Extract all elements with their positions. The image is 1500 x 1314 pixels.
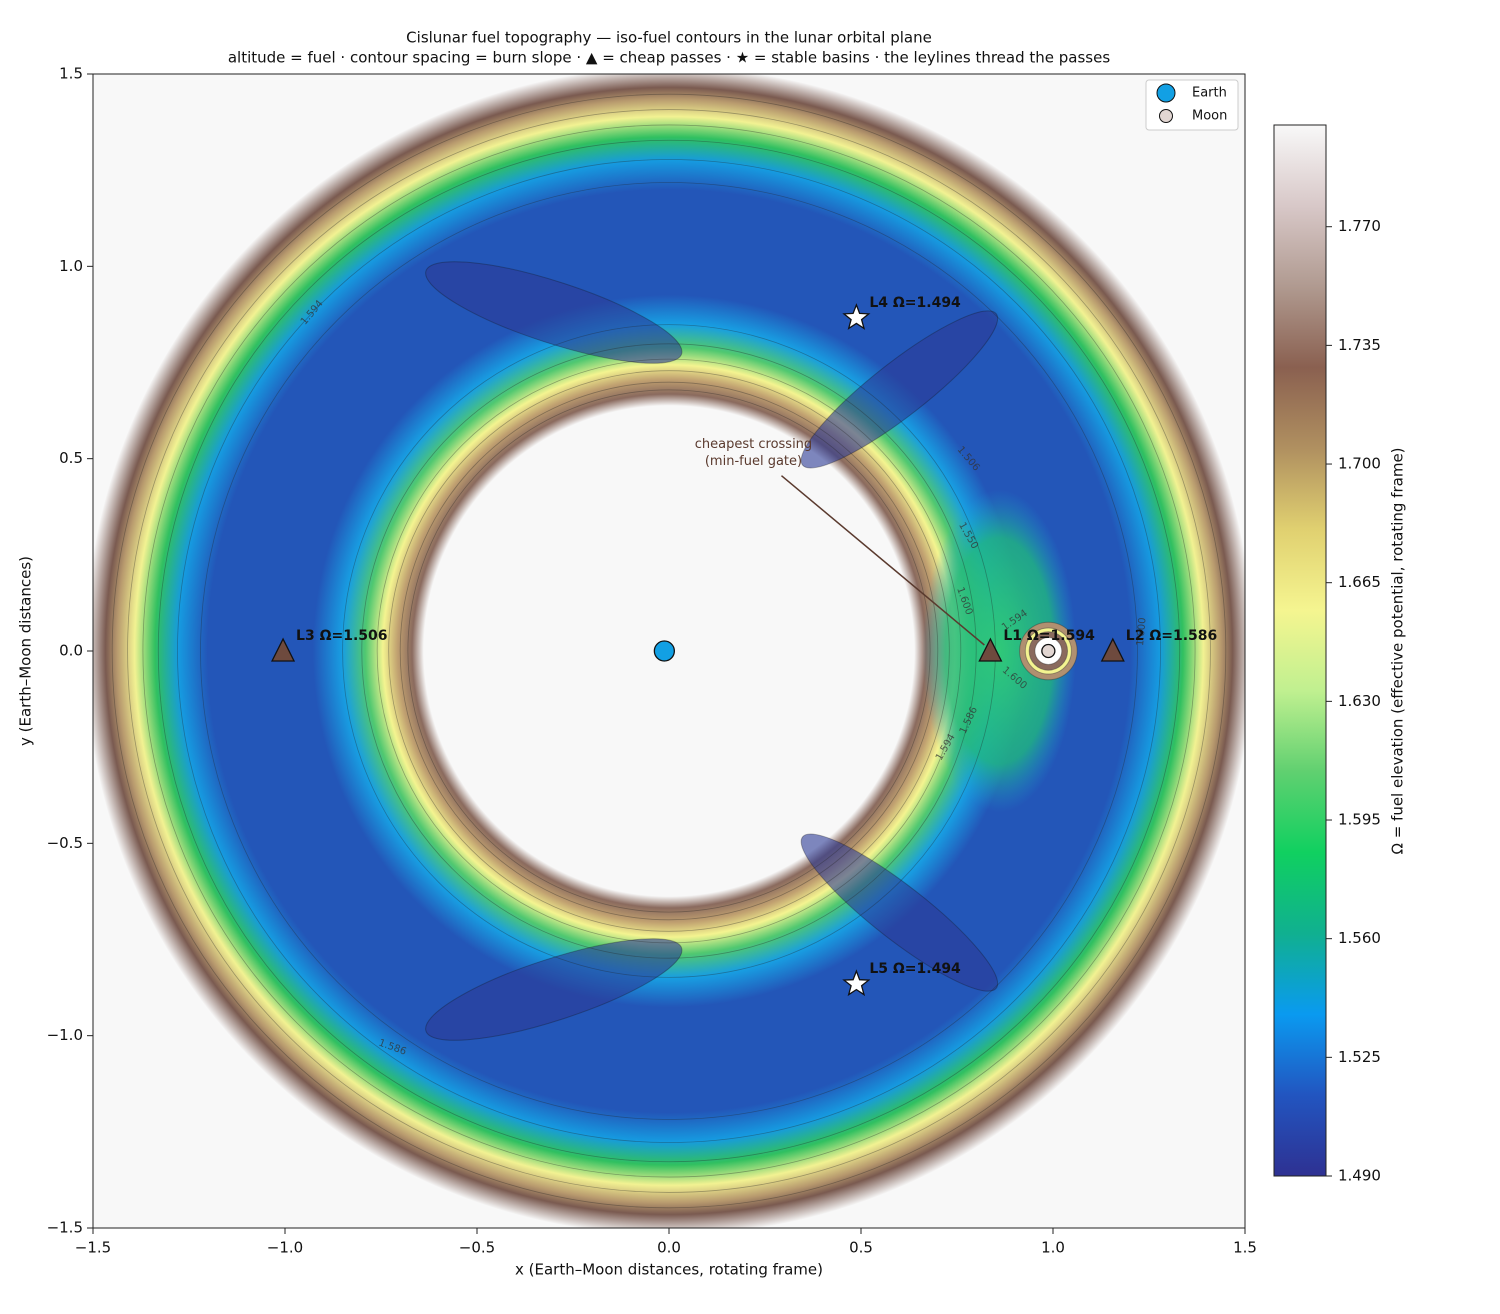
legend-marker <box>1156 83 1176 103</box>
contour-line <box>177 159 1161 1143</box>
point-triangle <box>978 637 1003 662</box>
y-tick-label: 1.0 <box>59 257 83 275</box>
contour-line <box>200 182 1138 1120</box>
body-earth <box>653 640 676 662</box>
x-tick-label: −1.0 <box>267 1239 303 1257</box>
colorbar-tick-label: 1.770 <box>1338 217 1381 235</box>
colorbar-tick-label: 1.490 <box>1338 1167 1381 1185</box>
colorbar-tick-label: 1.560 <box>1338 929 1381 947</box>
colorbar-tick-label: 1.735 <box>1338 336 1381 354</box>
body-moon <box>1041 643 1056 659</box>
colorbar-tick-label: 1.630 <box>1338 692 1381 710</box>
colorbar-tick-label: 1.665 <box>1338 573 1381 591</box>
contour-line <box>127 109 1211 1193</box>
y-tick-label: −1.0 <box>47 1026 83 1044</box>
point-label: L3 Ω=1.506 <box>296 628 387 644</box>
contour-line <box>376 358 962 944</box>
contour-line <box>111 93 1227 1209</box>
colorbar <box>1273 124 1327 1177</box>
colorbar-label: Ω = fuel elevation (effective potential,… <box>1389 447 1407 854</box>
point-label: L4 Ω=1.494 <box>869 295 961 311</box>
y-tick-label: 1.5 <box>59 65 83 83</box>
x-tick-label: 0.5 <box>849 1239 873 1257</box>
chart-title: Cislunar fuel topography — iso-fuel cont… <box>406 29 932 47</box>
contour-line <box>388 370 950 932</box>
contour-line <box>157 139 1181 1163</box>
y-tick-label: −1.5 <box>47 1219 83 1237</box>
point-star <box>842 303 871 330</box>
gate-lobe <box>922 489 1077 813</box>
point-triangle <box>1100 637 1125 662</box>
x-tick-label: 1.0 <box>1041 1239 1065 1257</box>
annotation-arrow <box>780 475 985 646</box>
colorbar-tick-label: 1.525 <box>1338 1048 1381 1066</box>
point-label: L2 Ω=1.586 <box>1126 628 1217 644</box>
y-axis-label: y (Earth–Moon distances) <box>17 556 35 746</box>
y-tick-label: 0.0 <box>59 642 83 660</box>
contour-line <box>399 381 939 921</box>
y-tick-label: 0.5 <box>59 449 83 467</box>
basin <box>800 833 999 992</box>
contour-line <box>142 124 1196 1178</box>
contour-label: 1.600 <box>1135 617 1148 646</box>
basin <box>800 310 999 469</box>
legend-marker <box>1159 109 1173 123</box>
x-tick-label: 0.0 <box>657 1239 681 1257</box>
y-tick-label: −0.5 <box>47 834 83 852</box>
x-axis-label: x (Earth–Moon distances, rotating frame) <box>515 1261 823 1279</box>
contour-line <box>407 389 931 913</box>
annotation-text: (min-fuel gate) <box>705 454 802 469</box>
x-tick-label: −0.5 <box>459 1239 495 1257</box>
point-triangle <box>270 637 296 662</box>
point-label: L5 Ω=1.494 <box>869 961 961 977</box>
x-tick-label: 1.5 <box>1233 1239 1257 1257</box>
chart-subtitle: altitude = fuel · contour spacing = burn… <box>228 49 1111 67</box>
contour-line <box>361 343 977 959</box>
point-star <box>842 969 871 997</box>
basin <box>425 938 683 1041</box>
legend-label: Earth <box>1192 86 1227 101</box>
annotation-text: cheapest crossing <box>695 437 812 452</box>
point-label: L1 Ω=1.594 <box>1003 628 1095 644</box>
x-tick-label: −1.5 <box>75 1239 111 1257</box>
colorbar-tick-label: 1.700 <box>1338 455 1381 473</box>
colorbar-tick-label: 1.595 <box>1338 811 1381 829</box>
legend-label: Moon <box>1192 109 1227 124</box>
basin <box>425 261 683 364</box>
